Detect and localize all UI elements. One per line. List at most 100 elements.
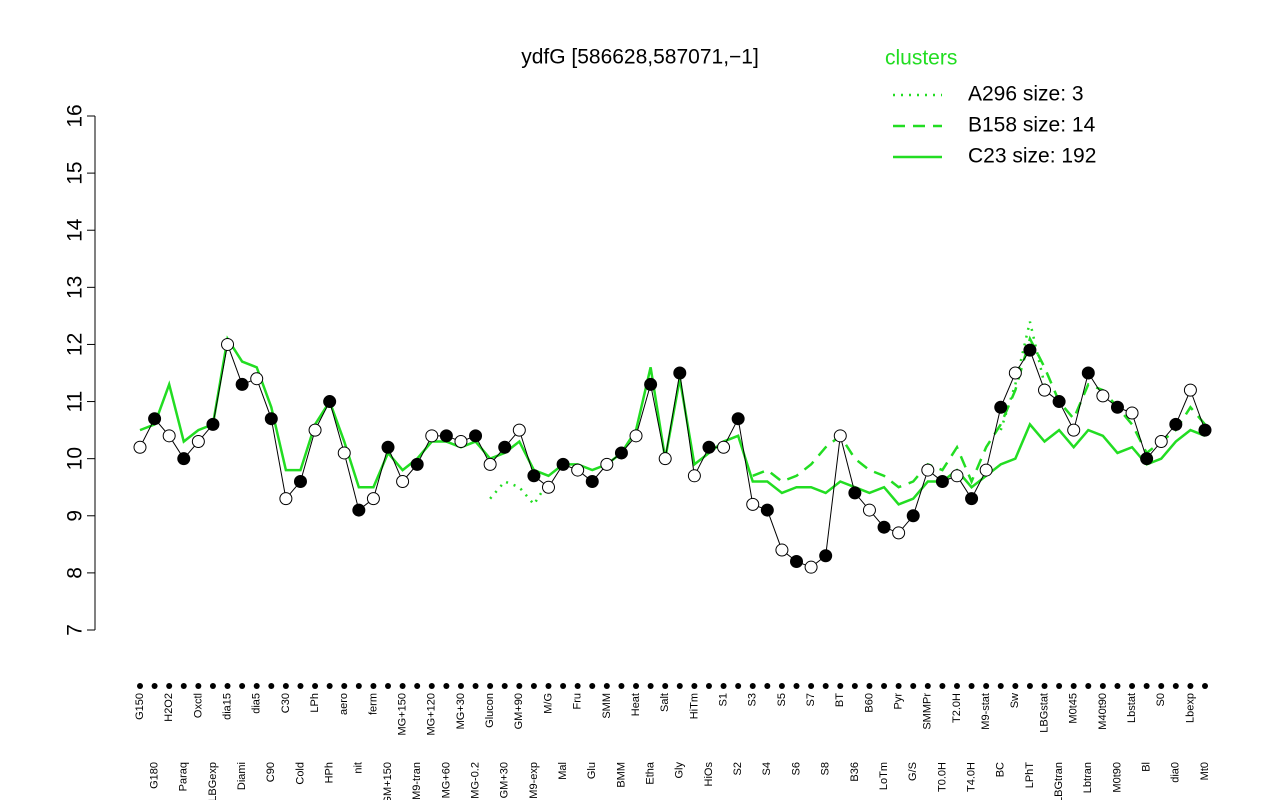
data-point <box>658 452 672 466</box>
rug-dot <box>866 683 873 689</box>
rug-dot <box>910 683 917 689</box>
x-tick-label: B60 <box>863 693 875 713</box>
x-tick-label: Fru <box>572 693 584 710</box>
data-point <box>396 475 410 489</box>
x-tick-label: HiTm <box>688 693 700 719</box>
y-tick-label: 13 <box>64 276 87 299</box>
x-tick-label: Sw <box>1009 693 1021 708</box>
data-point <box>804 560 818 574</box>
x-tick-label: M9-exp <box>528 762 540 799</box>
data-point <box>439 429 453 443</box>
x-tick-label: Mt0 <box>1199 762 1211 780</box>
rug-dot <box>1099 683 1106 689</box>
data-point <box>921 463 935 477</box>
data-point <box>614 446 628 460</box>
data-point <box>556 457 570 471</box>
rug-dot <box>647 683 654 689</box>
x-tick-label: Cold <box>294 762 306 785</box>
data-point <box>512 423 526 437</box>
data-point <box>965 492 979 506</box>
x-tick-label: M40t90 <box>1097 693 1109 730</box>
rug-dot <box>370 683 377 689</box>
rug-dot <box>881 683 888 689</box>
x-tick-label: Lbtran <box>1082 762 1094 793</box>
data-point <box>600 457 614 471</box>
rug-dot <box>326 683 333 689</box>
data-point <box>687 469 701 483</box>
x-tick-label: dia5 <box>251 693 263 714</box>
rug-dot <box>778 683 785 689</box>
rug-dot <box>633 683 640 689</box>
x-tick-label: MG+30 <box>455 693 467 729</box>
x-tick-label: S8 <box>820 762 832 775</box>
data-point <box>833 429 847 443</box>
x-tick-label: Lbexp <box>1184 693 1196 723</box>
rug-dot <box>472 683 479 689</box>
rug-dot <box>720 683 727 689</box>
data-point <box>191 435 205 449</box>
data-point <box>1125 406 1139 420</box>
x-tick-label: G150 <box>134 693 146 720</box>
x-tick-label: dia15 <box>221 693 233 720</box>
data-point <box>1183 383 1197 397</box>
y-tick-label: 9 <box>64 510 87 522</box>
x-tick-label: Oxctl <box>192 693 204 718</box>
data-point <box>148 412 162 426</box>
legend-label: B158 size: 14 <box>968 114 1096 137</box>
x-tick-label: MG+120 <box>426 693 438 736</box>
x-tick-label: LPh <box>309 693 321 713</box>
x-tick-label: LBGtran <box>1053 762 1065 800</box>
rug-dot <box>1041 683 1048 689</box>
x-tick-label: GM+30 <box>499 762 511 798</box>
x-tick-label: Glucon <box>484 693 496 728</box>
rug-dot <box>939 683 946 689</box>
data-point <box>323 395 337 409</box>
x-tick-label: Paraq <box>178 762 190 791</box>
rug-dot <box>1129 683 1136 689</box>
data-point <box>950 469 964 483</box>
rug-dot <box>924 683 931 689</box>
rug-dot <box>1143 683 1150 689</box>
rug-dot <box>662 683 669 689</box>
rug-dot <box>1158 683 1165 689</box>
data-line <box>139 342 1206 568</box>
x-tick-label: Salt <box>659 693 671 712</box>
x-tick-label: ferm <box>367 693 379 715</box>
x-tick-label: T0.0H <box>936 762 948 792</box>
rug-dot <box>166 683 173 689</box>
x-tick-label: LBGstat <box>1038 693 1050 733</box>
y-tick-label: 7 <box>64 624 87 636</box>
x-tick-label: MG+60 <box>440 762 452 798</box>
rug-dot <box>749 683 756 689</box>
rug-dot <box>1202 683 1208 689</box>
rug-dot <box>953 683 960 689</box>
x-tick-label: nit <box>353 762 365 774</box>
data-point <box>1023 343 1037 357</box>
x-tick-label: S5 <box>776 693 788 706</box>
data-point <box>1169 417 1183 431</box>
x-tick-label: dia0 <box>1170 762 1182 783</box>
rug-dot <box>457 683 464 689</box>
rug-dot <box>793 683 800 689</box>
rug-dot <box>574 683 581 689</box>
data-point <box>819 549 833 563</box>
x-tick-label: HPh <box>324 762 336 783</box>
cluster-line <box>489 480 550 507</box>
rug-dot <box>355 683 362 689</box>
data-point <box>702 440 716 454</box>
rug-dot <box>1085 683 1092 689</box>
x-tick-label: S6 <box>790 762 802 775</box>
rug-dot <box>312 683 319 689</box>
y-tick-label: 15 <box>64 161 87 184</box>
x-tick-label: Gly <box>674 762 686 779</box>
rug-dot <box>297 683 304 689</box>
rug-dot <box>137 683 143 689</box>
x-tick-label: S4 <box>761 762 773 775</box>
rug-dot <box>1187 683 1194 689</box>
data-point <box>206 417 220 431</box>
x-tick-label: C90 <box>265 762 277 782</box>
rug-dot <box>224 683 231 689</box>
rug-dot <box>1056 683 1063 689</box>
rug-dot <box>603 683 610 689</box>
